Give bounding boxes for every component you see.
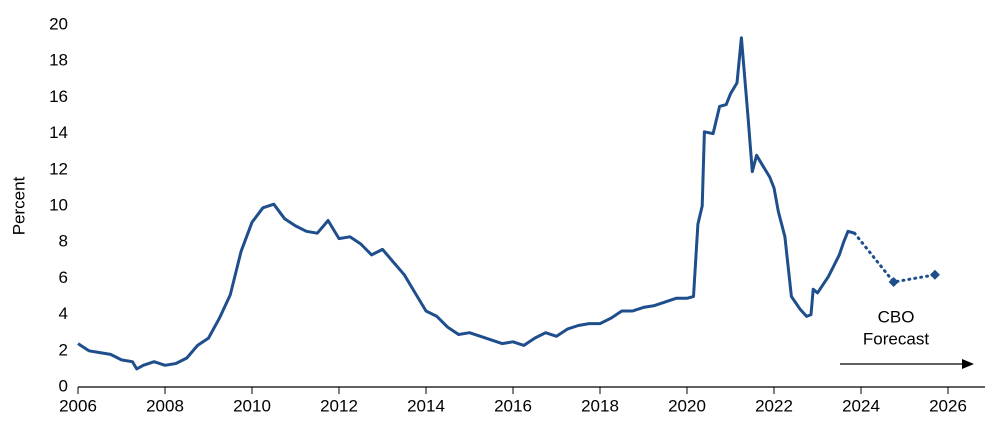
x-tick-label: 2006 [59,396,97,415]
y-tick-label: 8 [59,232,68,251]
x-tick-label: 2018 [581,396,619,415]
x-tick-label: 2024 [842,396,880,415]
y-axis-label: Percent [9,176,28,235]
y-tick-label: 0 [59,376,68,395]
data-line [77,36,855,371]
y-tick-label: 4 [59,304,68,323]
x-tick-label: 2010 [233,396,271,415]
x-tick-label: 2026 [929,396,967,415]
y-tick-label: 12 [49,159,68,178]
y-tick-label: 14 [49,123,68,142]
annotation-arrowhead [962,359,974,369]
y-tick-label: 10 [49,195,68,214]
y-tick-label: 20 [49,14,68,33]
x-tick-label: 2012 [320,396,358,415]
annotation: Forecast [863,329,929,348]
x-tick-label: 2016 [494,396,532,415]
x-tick-label: 2022 [755,396,793,415]
y-tick-label: 18 [49,51,68,70]
x-tick-label: 2008 [146,396,184,415]
x-tick-label: 2014 [407,396,445,415]
x-tick-label: 2020 [668,396,706,415]
y-tick-label: 6 [59,268,68,287]
annotation: CBO [878,307,915,326]
y-tick-label: 16 [49,87,68,106]
forecast-line [853,231,937,284]
marker [929,269,940,280]
y-tick-label: 2 [59,340,68,359]
marker [888,277,899,288]
